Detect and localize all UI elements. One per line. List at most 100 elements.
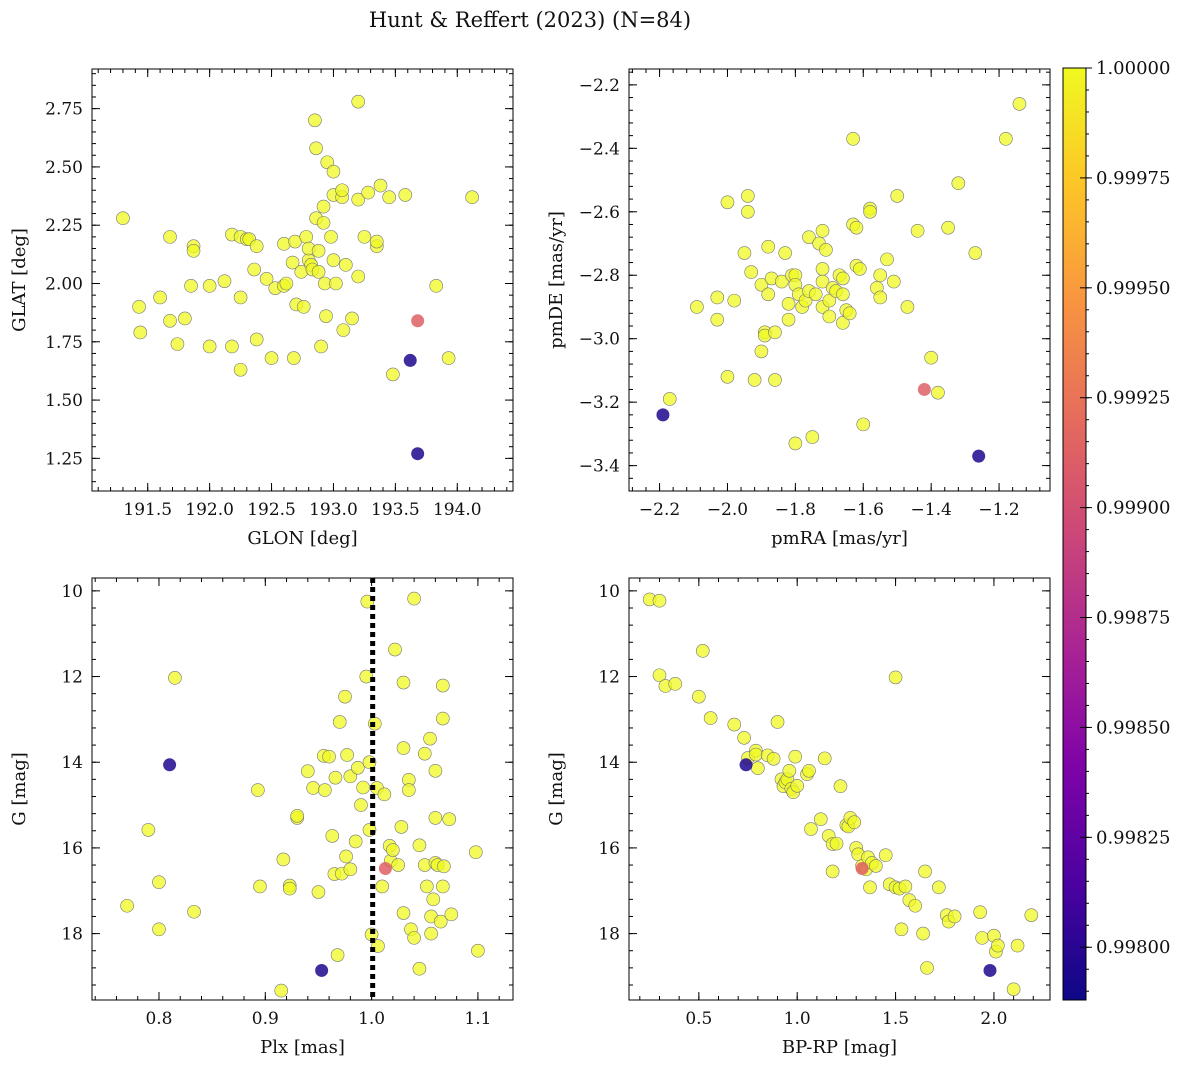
data-point (299, 230, 314, 244)
y-tick-label: 12 (61, 668, 83, 688)
data-point (351, 94, 366, 109)
data-point (836, 287, 850, 302)
x-tick-label: 1.0 (358, 1009, 385, 1029)
data-point (836, 316, 850, 330)
data-point (311, 244, 326, 258)
x-tick-label: 1.5 (882, 1009, 909, 1029)
y-tick-label: 16 (598, 839, 620, 859)
data-point (412, 961, 427, 976)
data-point (1006, 982, 1021, 997)
data-point-highlight (315, 963, 329, 977)
data-point (768, 373, 782, 387)
data-point (1024, 908, 1039, 922)
data-point (910, 224, 925, 238)
data-point (890, 189, 905, 203)
data-point-highlight (855, 861, 869, 875)
colorbar-tick-label: 0.99850 (1096, 717, 1170, 738)
data-point (766, 751, 781, 766)
axes-frame (91, 68, 514, 492)
x-tick-label: 0.9 (252, 1009, 279, 1029)
data-point (429, 279, 444, 293)
data-point-highlight (163, 758, 177, 772)
y-tick-label: 2.25 (45, 216, 83, 236)
data-point (296, 300, 311, 314)
data-point (856, 417, 871, 432)
ticks: 191.5 192.0 192.5 193.0 193.5 194.0 1.25 1.50 1.… (45, 69, 513, 520)
data-point-highlight (403, 353, 417, 367)
data-point (357, 230, 372, 244)
y-axis-label: G [mag] (9, 752, 30, 825)
data-point (898, 879, 913, 894)
data-point (749, 747, 763, 762)
data-point (276, 852, 291, 867)
data-point (754, 344, 769, 359)
data-point (947, 909, 962, 924)
data-point-highlight (656, 408, 670, 422)
data-point (761, 239, 776, 254)
data-point (770, 715, 785, 729)
data-point (754, 277, 769, 292)
data-point (916, 926, 930, 941)
data-point (386, 843, 400, 857)
data-point (932, 880, 946, 895)
points-layer (656, 97, 1027, 463)
data-point (308, 113, 322, 128)
data-point (396, 675, 411, 690)
data-point (802, 230, 816, 244)
data-point (761, 287, 776, 302)
data-point (282, 881, 297, 896)
data-point (441, 351, 456, 365)
data-point (163, 314, 177, 328)
y-tick-label: −3.0 (579, 330, 620, 350)
panel-1: 191.5 192.0 192.5 193.0 193.5 194.0 1.25 1.50 1.… (9, 68, 514, 549)
data-point (187, 904, 201, 919)
data-point (825, 864, 840, 879)
data-point (924, 350, 938, 365)
y-tick-label: 16 (61, 839, 83, 859)
data-point (184, 279, 198, 293)
ticks: 0.8 0.9 1.0 1.1 10 12 14 16 18 (61, 578, 513, 1029)
colorbar-tick-label: 1.00000 (1096, 58, 1170, 79)
data-point (120, 898, 134, 913)
panel-2: −2.2 −2.0 −1.8 −1.6 −1.4 −1.2 −3.4 −3.2 −3.0 −2.8… (546, 68, 1051, 549)
data-point (842, 306, 857, 321)
y-tick-label: 2.50 (45, 158, 83, 178)
data-point (720, 369, 735, 384)
data-point (975, 931, 989, 945)
x-axis-label: GLON [deg] (247, 528, 357, 549)
data-point (285, 255, 300, 270)
x-tick-label: 0.8 (145, 1009, 172, 1029)
data-point (863, 204, 877, 219)
data-point (388, 642, 402, 657)
y-tick-label: −2.6 (579, 203, 620, 223)
data-point (348, 834, 363, 849)
data-point (894, 922, 909, 937)
y-axis-label: pmDE [mas/yr] (546, 211, 567, 349)
data-point (815, 274, 830, 289)
colorbar-tick-label: 0.99875 (1096, 608, 1170, 629)
data-point (768, 325, 782, 340)
data-point (900, 300, 915, 314)
data-point-highlight (972, 449, 986, 463)
data-point (720, 195, 735, 210)
colorbar-tick-label: 0.99975 (1096, 168, 1170, 189)
data-point-highlight (411, 447, 425, 461)
data-point (314, 339, 328, 354)
colorbar-tick-label: 0.99825 (1096, 827, 1170, 848)
data-point (836, 271, 850, 286)
x-tick-label: −1.2 (978, 500, 1019, 520)
data-point (225, 339, 239, 354)
y-tick-label: −3.2 (579, 393, 620, 413)
data-point (727, 293, 742, 308)
colorbar-tick-label: 0.99950 (1096, 278, 1170, 299)
data-point (703, 711, 718, 725)
data-point (1010, 938, 1025, 953)
data-point (326, 253, 341, 267)
figure-title: Hunt & Reffert (2023) (N=84) (369, 8, 691, 32)
data-point (695, 644, 710, 658)
data-point (941, 220, 955, 235)
data-point (328, 770, 343, 785)
data-point (805, 430, 820, 444)
y-tick-label: 12 (598, 668, 620, 688)
x-tick-label: 194.0 (433, 500, 482, 520)
